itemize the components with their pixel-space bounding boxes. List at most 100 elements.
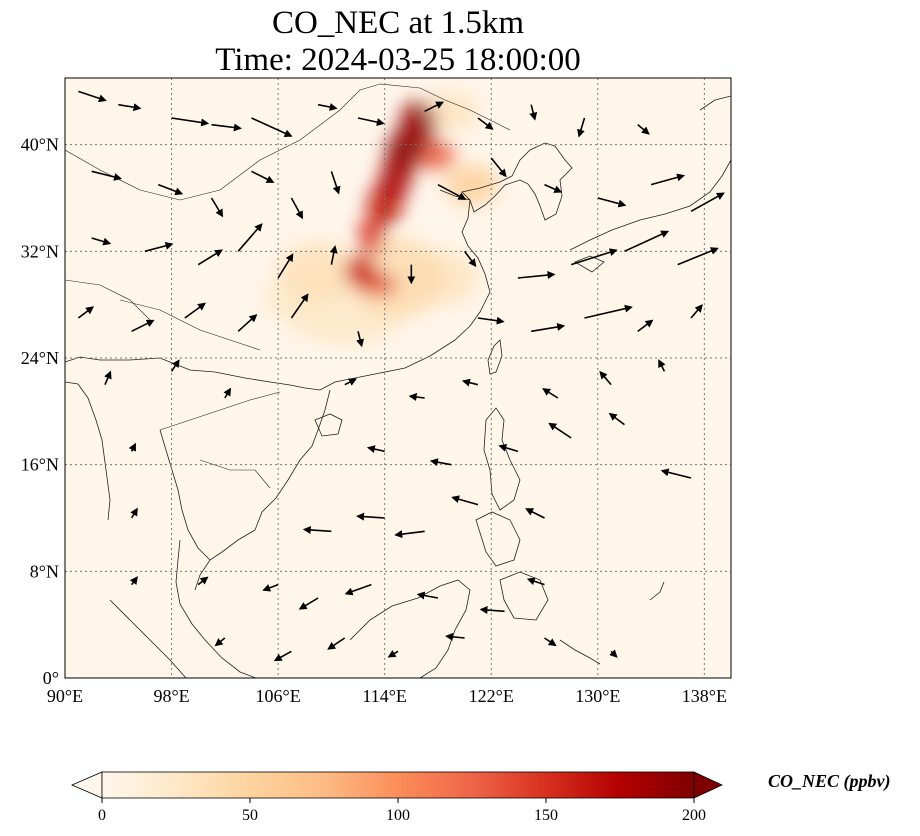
wind-arrow xyxy=(356,331,364,348)
wind-arrow xyxy=(357,117,385,126)
wind-arrow xyxy=(517,271,556,280)
wind-arrow xyxy=(327,637,346,650)
wind-arrow xyxy=(329,245,338,265)
wind-arrow xyxy=(531,323,566,333)
wind-arrow xyxy=(237,314,258,332)
wind-arrow xyxy=(416,591,439,600)
wind-vectors xyxy=(77,90,725,662)
wind-arrow xyxy=(197,576,209,586)
coastline-vietnam xyxy=(194,389,331,591)
wind-arrow xyxy=(298,597,319,610)
wind-arrow xyxy=(690,304,703,319)
wind-arrow xyxy=(394,530,425,539)
wind-arrow xyxy=(548,422,572,439)
concentration-layer xyxy=(262,91,498,345)
wind-arrow xyxy=(131,319,155,333)
border-line xyxy=(119,299,261,351)
wind-arrow xyxy=(78,90,107,103)
island-hokkaido xyxy=(699,95,731,111)
wind-arrow xyxy=(408,393,425,401)
wind-arrow xyxy=(424,101,445,113)
island-mindanao xyxy=(499,571,549,621)
wind-arrow xyxy=(251,170,275,183)
wind-arrow xyxy=(526,577,545,586)
wind-arrow xyxy=(171,117,210,127)
wind-arrow xyxy=(451,495,479,506)
wind-arrow xyxy=(356,512,385,521)
lat-tick-label: 16°N xyxy=(21,455,59,475)
wind-arrow xyxy=(211,123,242,132)
wind-arrow xyxy=(544,183,563,193)
border-line xyxy=(159,391,281,431)
wind-arrow xyxy=(461,378,479,387)
wind-arrow xyxy=(344,583,372,596)
wind-arrow xyxy=(104,370,112,385)
coastlines xyxy=(65,83,731,678)
island-japan-honshu xyxy=(569,159,731,251)
concentration-blob xyxy=(351,238,445,318)
concentration-blob xyxy=(386,130,424,173)
border-line xyxy=(65,279,151,321)
wind-arrow xyxy=(529,104,538,121)
wind-arrow xyxy=(650,173,686,186)
lat-tick-label: 24°N xyxy=(21,348,59,368)
wind-arrow xyxy=(429,458,452,467)
island-palau xyxy=(649,581,665,601)
wind-arrow xyxy=(277,253,294,279)
map-title: CO_NEC at 1.5km xyxy=(271,5,525,41)
lon-tick-label: 122°E xyxy=(469,686,514,706)
wind-arrow xyxy=(445,632,465,641)
lat-tick-label: 8°N xyxy=(30,561,59,581)
lon-tick-label: 98°E xyxy=(153,686,189,706)
wind-arrow xyxy=(387,650,399,658)
wind-arrow xyxy=(290,293,309,319)
wind-arrow xyxy=(290,197,304,220)
colorbar-extend-max xyxy=(693,771,723,799)
wind-arrow xyxy=(251,117,293,137)
island-hainan xyxy=(314,413,343,437)
wind-arrow xyxy=(677,247,719,266)
concentration-blob xyxy=(415,140,456,170)
wind-arrow xyxy=(118,103,142,112)
wind-arrow xyxy=(214,637,226,647)
wind-arrow xyxy=(366,445,385,454)
lon-tick-label: 138°E xyxy=(682,686,727,706)
wind-arrow xyxy=(577,117,586,138)
wind-arrow xyxy=(210,197,224,218)
wind-arrow xyxy=(570,248,618,266)
coastline-myanmar xyxy=(65,381,111,521)
wind-arrow xyxy=(273,650,292,662)
wind-arrow xyxy=(498,443,519,453)
wind-arrow xyxy=(223,387,232,399)
wind-arrow xyxy=(91,170,122,181)
wind-arrow xyxy=(77,306,95,319)
island-borneo xyxy=(349,579,471,678)
wind-arrow xyxy=(479,606,505,615)
lon-tick-label: 106°E xyxy=(256,686,301,706)
wind-arrow xyxy=(637,319,654,332)
colorbar-tick-label: 100 xyxy=(386,807,410,824)
colorbar-extend-min xyxy=(70,771,103,799)
wind-arrow xyxy=(477,117,494,130)
island-kyushu xyxy=(574,255,605,273)
wind-arrow xyxy=(609,649,618,658)
island-sulawesi xyxy=(559,639,601,665)
lon-tick-label: 130°E xyxy=(575,686,620,706)
island-taiwan xyxy=(487,339,503,375)
coastline-gulf-thailand xyxy=(159,429,211,561)
concentration-blob xyxy=(424,91,478,132)
wind-arrow xyxy=(658,359,666,372)
colorbar-tick-label: 50 xyxy=(242,807,258,824)
wind-arrow xyxy=(197,249,223,266)
wind-arrow xyxy=(317,103,338,111)
border-line xyxy=(65,83,511,201)
island-visayas xyxy=(475,511,521,567)
wind-arrow xyxy=(624,230,670,253)
concentration-blob xyxy=(358,216,385,254)
concentration-blob xyxy=(278,242,359,301)
wind-arrow xyxy=(344,378,357,386)
colorbar-tick-label: 200 xyxy=(682,807,706,824)
wind-arrow xyxy=(130,507,138,519)
wind-arrow xyxy=(437,183,467,200)
